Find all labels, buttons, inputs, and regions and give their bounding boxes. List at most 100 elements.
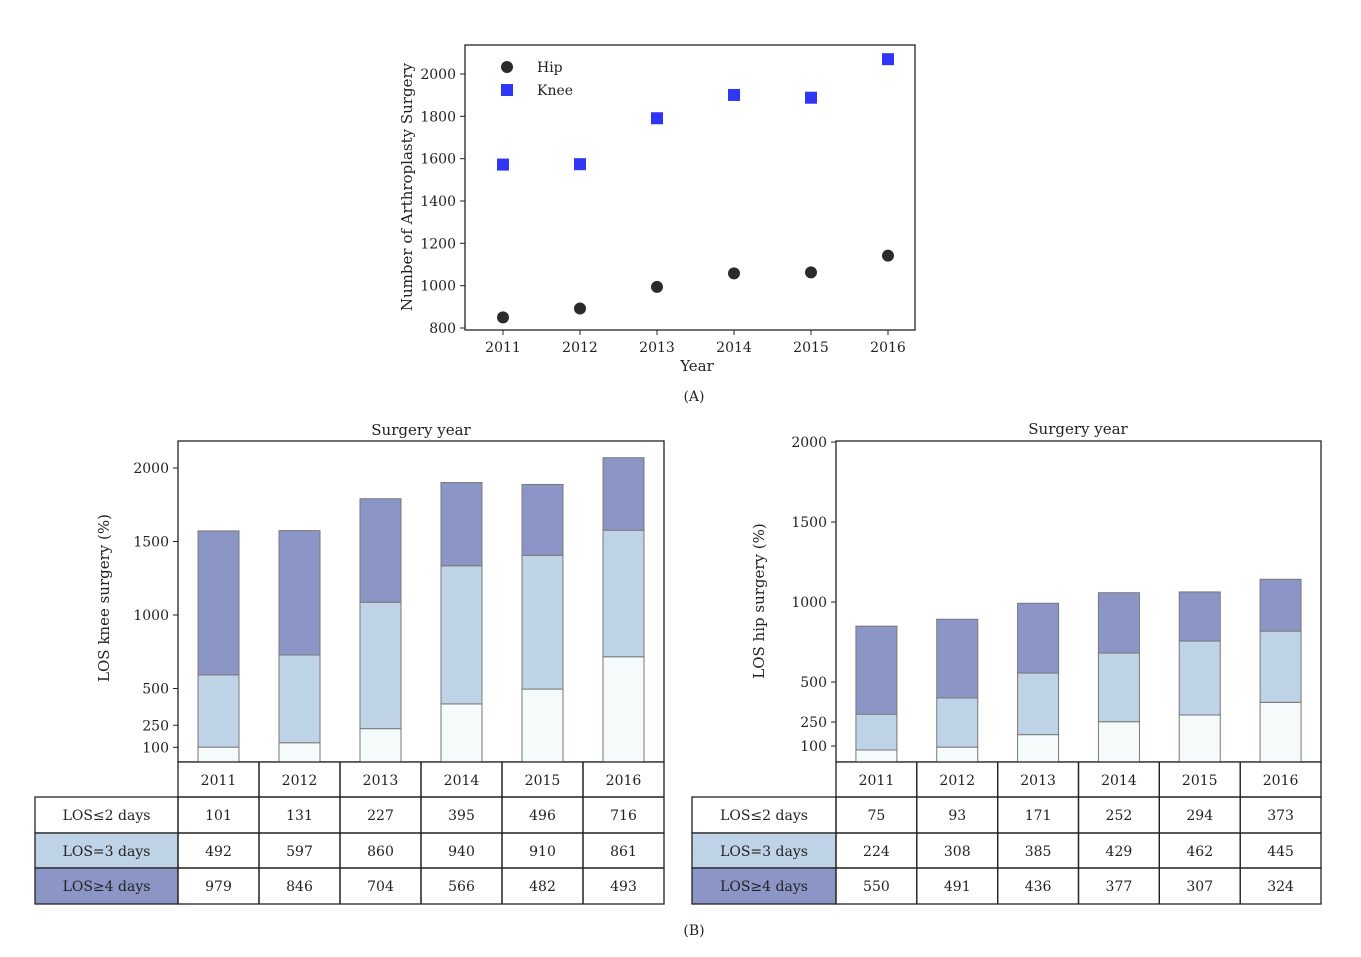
knee-point bbox=[497, 158, 509, 171]
bar-segment-short bbox=[1259, 701, 1302, 763]
bar-ytick-label: 1000 bbox=[791, 595, 827, 611]
bar-segment-medium bbox=[1259, 630, 1302, 703]
hip-point bbox=[497, 311, 509, 324]
scatter-xtick-label: 2015 bbox=[793, 340, 829, 356]
bar-segment-long bbox=[197, 530, 240, 676]
scatter-plot-frame bbox=[464, 44, 916, 331]
table-row-label-cell bbox=[34, 832, 179, 869]
table-cell: 385 bbox=[1025, 844, 1052, 860]
table-year-header: 2016 bbox=[606, 773, 642, 789]
table-cell: 436 bbox=[1025, 879, 1052, 895]
table-cell: 566 bbox=[448, 879, 475, 895]
hip-point bbox=[651, 280, 663, 293]
knee-point bbox=[882, 53, 894, 66]
knee-los-panel: Surgery year LOS knee surgery (%) 100 250… bbox=[34, 421, 665, 905]
table-year-header: 2015 bbox=[525, 773, 561, 789]
table-year-header: 2014 bbox=[444, 773, 480, 789]
bar-segment-long bbox=[359, 498, 402, 603]
table-year-header: 2011 bbox=[859, 773, 895, 789]
knee-ylabel: LOS knee surgery (%) bbox=[95, 514, 113, 682]
bar-segment-medium bbox=[936, 697, 979, 748]
bar-plot-frame bbox=[177, 440, 665, 763]
hip-point bbox=[805, 266, 817, 279]
knee-los-table: 2011 2012 2013 2014 2015 2016 LOS≤2 days 101 131… bbox=[34, 761, 665, 905]
table-cell: 492 bbox=[205, 844, 232, 860]
table-cell: 496 bbox=[529, 808, 556, 824]
bar-segment-medium bbox=[1097, 652, 1140, 723]
scatter-xtick-label: 2012 bbox=[562, 340, 598, 356]
bar-ytick-label: 500 bbox=[142, 682, 169, 698]
scatter-panel: Number of Arthroplasty Surgery Year (A) … bbox=[398, 44, 916, 405]
table-cell: 940 bbox=[448, 844, 475, 860]
table-cell: 716 bbox=[610, 808, 637, 824]
bar-segment-medium bbox=[521, 554, 564, 690]
table-year-header: 2012 bbox=[939, 773, 975, 789]
table-row-label: LOS≤2 days bbox=[63, 808, 151, 824]
bar-segment-long bbox=[855, 625, 898, 715]
hip-ylabel: LOS hip surgery (%) bbox=[750, 523, 768, 679]
table-row-label-cell bbox=[691, 796, 837, 834]
table-year-header: 2014 bbox=[1101, 773, 1137, 789]
table-cell: 93 bbox=[948, 808, 966, 824]
table-cell: 224 bbox=[863, 844, 890, 860]
table-year-header: 2015 bbox=[1182, 773, 1218, 789]
bar-segment-short bbox=[1017, 734, 1060, 763]
legend-label: Knee bbox=[537, 83, 573, 99]
hip-los-table: 2011 2012 2013 2014 2015 2016 LOS≤2 days 75 93 17… bbox=[691, 761, 1322, 905]
bar-segment-short bbox=[602, 656, 645, 763]
bar-segment-medium bbox=[855, 713, 898, 751]
bar-segment-short bbox=[521, 688, 564, 763]
hip-los-panel: Surgery year LOS hip surgery (%) 100 250 5… bbox=[691, 420, 1322, 905]
legend-marker-knee bbox=[501, 84, 513, 96]
table-cell: 307 bbox=[1186, 879, 1213, 895]
bar-segment-long bbox=[278, 530, 321, 656]
bar-ytick-label: 2000 bbox=[133, 461, 169, 477]
scatter-xtick-label: 2013 bbox=[639, 340, 675, 356]
scatter-xlabel: Year bbox=[679, 357, 714, 375]
bar-segment-long bbox=[440, 482, 483, 567]
table-cell: 846 bbox=[286, 879, 313, 895]
scatter-xtick-label: 2011 bbox=[485, 340, 521, 356]
table-year-header: 2013 bbox=[363, 773, 399, 789]
table-cell: 373 bbox=[1267, 808, 1294, 824]
bar-segment-short bbox=[278, 742, 321, 763]
bar-ytick-label: 1500 bbox=[791, 515, 827, 531]
bar-segment-short bbox=[936, 746, 979, 763]
table-row-label-cell bbox=[691, 867, 837, 905]
bar-segment-long bbox=[936, 618, 979, 699]
scatter-xtick-label: 2016 bbox=[870, 340, 906, 356]
bar-segment-medium bbox=[197, 674, 240, 748]
table-cell: 597 bbox=[286, 844, 313, 860]
table-cell: 429 bbox=[1106, 844, 1133, 860]
table-cell: 491 bbox=[944, 879, 971, 895]
bar-ytick-label: 250 bbox=[800, 715, 827, 731]
bar-segment-medium bbox=[1017, 672, 1060, 736]
bar-segment-short bbox=[1178, 714, 1221, 763]
knee-chart-title: Surgery year bbox=[371, 421, 471, 439]
knee-point bbox=[574, 158, 586, 171]
table-cell: 227 bbox=[367, 808, 394, 824]
bar-segment-long bbox=[521, 483, 564, 556]
scatter-ytick-label: 1400 bbox=[420, 194, 456, 210]
hip-point bbox=[728, 267, 740, 280]
bar-segment-long bbox=[1017, 602, 1060, 674]
scatter-ytick-label: 2000 bbox=[420, 67, 456, 83]
bar-segment-medium bbox=[359, 601, 402, 730]
table-row-label: LOS=3 days bbox=[720, 844, 808, 860]
bar-segment-long bbox=[1178, 591, 1221, 642]
table-cell: 462 bbox=[1186, 844, 1213, 860]
table-cell: 445 bbox=[1267, 844, 1294, 860]
scatter-ytick-label: 1800 bbox=[420, 109, 456, 125]
table-cell: 979 bbox=[205, 879, 232, 895]
table-row-label: LOS=3 days bbox=[63, 844, 151, 860]
bar-ytick-label: 1500 bbox=[133, 535, 169, 551]
bar-segment-medium bbox=[602, 529, 645, 658]
table-row-label-cell bbox=[34, 867, 179, 905]
table-row-label: LOS≥4 days bbox=[720, 879, 808, 895]
bar-segment-short bbox=[440, 703, 483, 763]
knee-point bbox=[651, 112, 663, 125]
table-row-label: LOS≥4 days bbox=[63, 879, 151, 895]
scatter-ytick-label: 800 bbox=[429, 321, 456, 337]
bar-segment-medium bbox=[440, 565, 483, 705]
